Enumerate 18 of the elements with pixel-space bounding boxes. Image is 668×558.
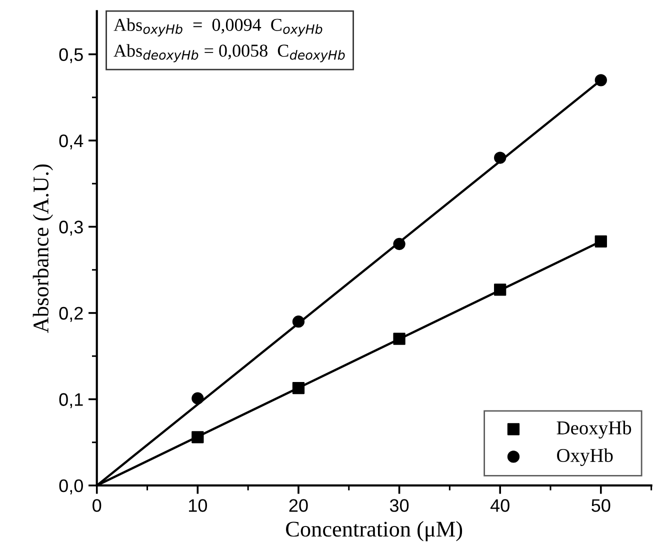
y-tick-label: 0,3 <box>59 220 83 236</box>
y-tick-label: 0,2 <box>59 306 83 322</box>
y-axis-title: Absorbance (A.U.) <box>32 164 54 333</box>
y-tick-label: 0,0 <box>59 479 83 494</box>
y-tick-label: 0,4 <box>59 134 84 150</box>
annotation: Abs$_{oxyHb}$ = 0,0094 C$_{oxyHb}$ <box>114 18 322 36</box>
y-tick-label: 0,1 <box>59 393 83 408</box>
y-tick-label: 0,5 <box>59 48 83 64</box>
x-tick-label: 30 <box>390 499 409 512</box>
x-tick-label: 20 <box>289 499 308 512</box>
x-tick-label: 0 <box>92 499 102 512</box>
x-tick-label: 50 <box>592 499 610 512</box>
x-tick-label: 40 <box>490 499 510 512</box>
legend-label: DeoxyHb <box>556 420 632 438</box>
annotation: Abs$_{deoxyHb}$ = 0,0058 C$_{deoxyHb}$ <box>114 44 345 62</box>
legend-label: OxyHb <box>557 448 613 466</box>
x-axis-title: Concentration (μM) <box>286 521 462 542</box>
x-tick-label: 10 <box>189 499 208 512</box>
